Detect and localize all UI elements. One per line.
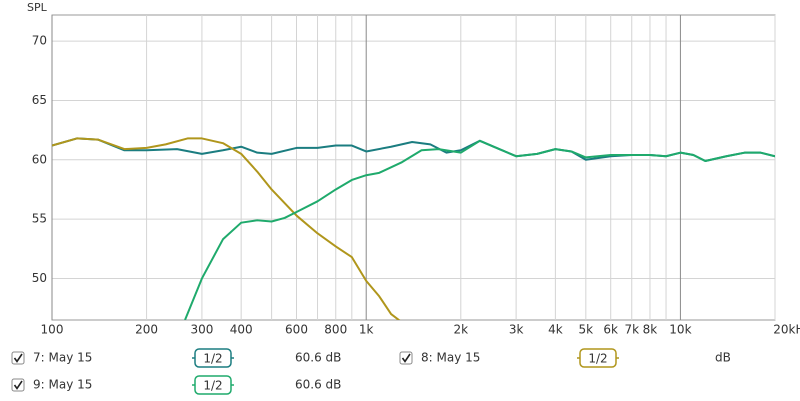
x-tick-label: 600	[285, 323, 308, 337]
smoothing-label: 1/2	[203, 379, 222, 393]
plot-area	[51, 14, 776, 321]
x-tick-label: 10k	[669, 323, 691, 337]
x-tick-label: 800	[324, 323, 347, 337]
grid	[51, 15, 776, 320]
legend-entry[interactable]: 7: May 15 1/2 60.6 dB	[11, 348, 341, 368]
curve	[184, 139, 775, 320]
checkbox[interactable]	[11, 351, 25, 365]
x-tick-label: 1k	[359, 323, 374, 337]
x-tick-label: 8k	[643, 323, 658, 337]
checkbox[interactable]	[399, 351, 413, 365]
y-tick-label: 60	[32, 152, 47, 166]
curves	[52, 137, 775, 320]
readout: dB	[715, 351, 731, 365]
smoothing-label: 1/2	[203, 352, 222, 366]
series-name: 9: May 15	[33, 378, 92, 392]
x-tick-label: 6k	[603, 323, 618, 337]
y-tick-label: 70	[32, 34, 47, 48]
x-tick-label: 3k	[509, 323, 524, 337]
smoothing-label: 1/2	[588, 352, 607, 366]
x-tick-label: 5k	[579, 323, 594, 337]
y-tick-label: 65	[32, 93, 47, 107]
readout: 60.6 dB	[295, 378, 341, 392]
x-tick-label: 300	[190, 323, 213, 337]
y-axis-label: SPL	[27, 1, 48, 14]
checkbox[interactable]	[11, 378, 25, 392]
x-tick-label: 4k	[548, 323, 563, 337]
checkmark	[13, 353, 23, 363]
curve	[52, 137, 401, 320]
checkmark	[13, 380, 23, 390]
x-tick-label: 7k	[624, 323, 639, 337]
x-tick-label: 400	[230, 323, 253, 337]
series-name: 7: May 15	[33, 351, 92, 365]
readout: 60.6 dB	[295, 351, 341, 365]
x-tick-label: 2k	[453, 323, 468, 337]
x-tick-label: 100	[41, 323, 64, 337]
y-tick-label: 50	[32, 271, 47, 285]
legend-entry[interactable]: 9: May 15 1/2 60.6 dB	[11, 375, 341, 395]
legend-entry[interactable]: 8: May 15 1/2 dB	[399, 348, 731, 368]
x-tick-label: 200	[135, 323, 158, 337]
checkmark	[401, 353, 411, 363]
series-name: 8: May 15	[421, 351, 480, 365]
x-tick-label: 20kHz	[773, 323, 800, 337]
y-tick-label: 55	[32, 212, 47, 226]
